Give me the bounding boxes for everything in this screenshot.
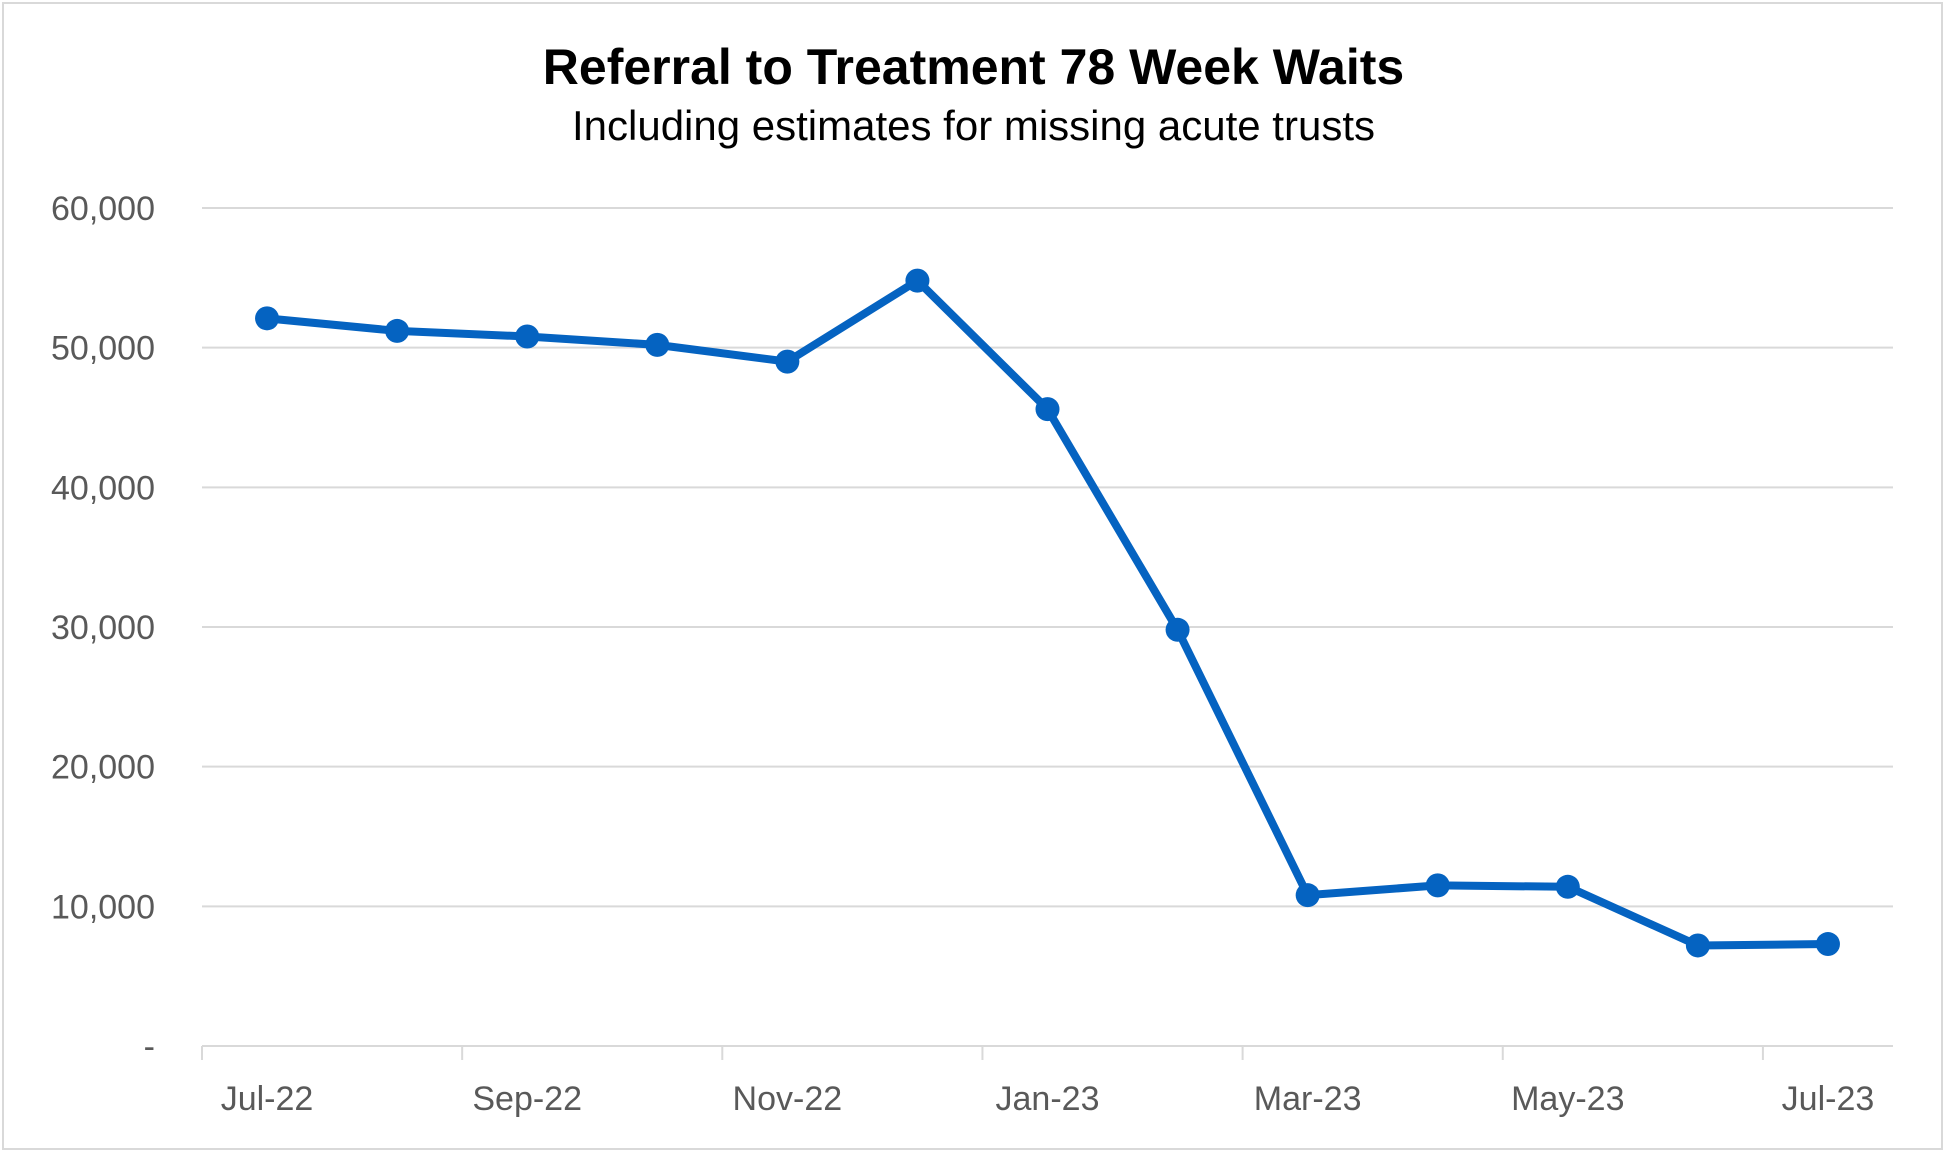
- x-axis-labels: Jul-22 Sep-22 Nov-22 Jan-23 Mar-23 May-23 Jul-…: [221, 1080, 1875, 1118]
- data-point: [775, 349, 800, 374]
- data-point: [515, 324, 540, 349]
- x-tick-label: Sep-22: [472, 1080, 582, 1118]
- x-tick-label: Mar-23: [1254, 1080, 1362, 1118]
- data-point: [1425, 873, 1450, 898]
- series-layer: [255, 268, 1840, 958]
- y-tick-label: 20,000: [51, 749, 155, 787]
- x-axis: [201, 1045, 1893, 1060]
- data-point: [385, 318, 410, 343]
- data-point: [645, 332, 670, 357]
- x-tick-label: Jul-23: [1782, 1080, 1875, 1118]
- y-tick-label: 30,000: [51, 609, 155, 647]
- y-tick-label: 10,000: [51, 888, 155, 926]
- data-point: [1165, 617, 1190, 642]
- y-tick-label: 40,000: [51, 469, 155, 507]
- series-line: [266, 276, 1829, 950]
- x-tick-label: May-23: [1511, 1080, 1624, 1118]
- x-tick-label: Nov-22: [733, 1080, 843, 1118]
- y-tick-label: 50,000: [51, 330, 155, 368]
- y-axis-labels: - 10,000 20,000 30,000 40,000 50,000 60,000: [51, 190, 155, 1066]
- data-point: [1555, 874, 1580, 899]
- chart-title: Referral to Treatment 78 Week Waits: [542, 39, 1405, 95]
- y-tick-label: -: [144, 1028, 155, 1066]
- y-tick-label: 60,000: [51, 190, 155, 228]
- data-point: [1295, 883, 1320, 908]
- x-tick-label: Jul-22: [221, 1080, 314, 1118]
- data-point: [1815, 932, 1840, 957]
- data-point: [1035, 397, 1060, 422]
- data-point: [255, 306, 280, 331]
- x-tick-label: Jan-23: [996, 1080, 1100, 1118]
- data-point: [1685, 933, 1710, 958]
- data-point: [905, 268, 930, 293]
- chart-subtitle: Including estimates for missing acute tr…: [571, 102, 1375, 149]
- gridlines: [202, 207, 1893, 908]
